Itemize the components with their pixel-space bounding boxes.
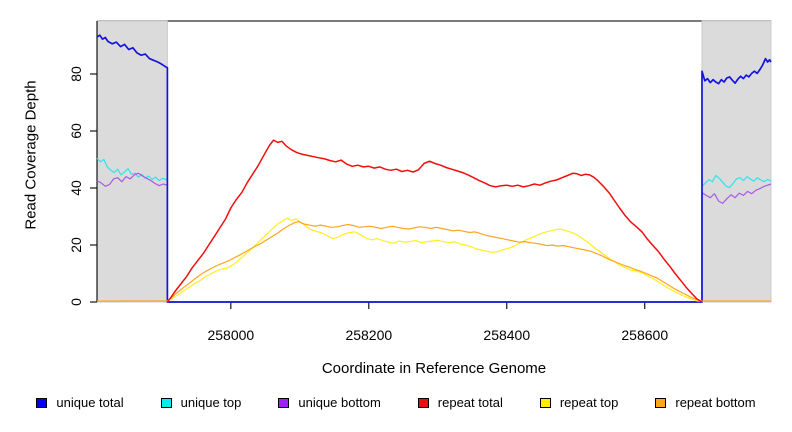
series-repeat-top bbox=[167, 217, 703, 302]
series-unique-top bbox=[96, 157, 772, 303]
legend-label: unique top bbox=[180, 395, 242, 410]
legend-item-unique-total: unique total bbox=[36, 395, 124, 410]
legend-swatch bbox=[278, 397, 290, 408]
legend-label: unique bottom bbox=[298, 395, 381, 410]
y-tick-label: 0 bbox=[68, 298, 84, 306]
legend-item-repeat-top: repeat top bbox=[539, 395, 619, 410]
series-unique-total bbox=[96, 34, 772, 303]
x-axis-title: Coordinate in Reference Genome bbox=[321, 360, 547, 377]
legend-swatch bbox=[36, 397, 48, 408]
series-repeat-bottom bbox=[96, 221, 771, 302]
legend-label: repeat bottom bbox=[675, 395, 756, 410]
legend-item-repeat-total: repeat total bbox=[417, 395, 503, 410]
legend-item-unique-bottom: unique bottom bbox=[278, 395, 381, 410]
legend-swatch bbox=[655, 397, 667, 408]
y-axis-title: Read Coverage Depth bbox=[22, 80, 40, 230]
x-tick-label: 258200 bbox=[345, 327, 392, 343]
y-tick-label: 20 bbox=[68, 237, 84, 253]
series-repeat-total bbox=[166, 139, 703, 303]
legend: unique total unique top unique bottom repea… bbox=[0, 395, 792, 410]
legend-swatch bbox=[160, 397, 172, 408]
legend-label: unique total bbox=[56, 395, 124, 410]
x-tick-label: 258400 bbox=[483, 327, 530, 343]
series-unique-bottom bbox=[96, 172, 772, 303]
y-tick-label: 80 bbox=[68, 66, 84, 82]
legend-swatch bbox=[539, 397, 551, 408]
legend-item-unique-top: unique top bbox=[160, 395, 242, 410]
y-tick-label: 60 bbox=[68, 123, 84, 139]
x-tick-label: 258600 bbox=[621, 327, 668, 343]
legend-label: repeat total bbox=[437, 395, 503, 410]
legend-item-repeat-bottom: repeat bottom bbox=[655, 395, 756, 410]
shaded-region bbox=[96, 20, 168, 303]
shaded-region bbox=[701, 20, 772, 303]
x-tick-label: 258000 bbox=[207, 327, 254, 343]
y-tick-label: 40 bbox=[68, 180, 84, 196]
legend-swatch bbox=[417, 397, 429, 408]
legend-label: repeat top bbox=[559, 395, 619, 410]
